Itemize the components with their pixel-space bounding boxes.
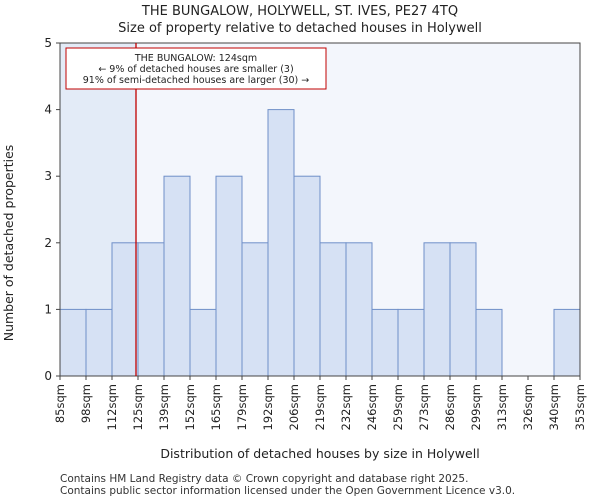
bar (163, 175, 191, 377)
x-tick-label: 125sqm (131, 384, 145, 430)
footer-copyright: Contains HM Land Registry data © Crown c… (60, 473, 469, 485)
annotation-box (65, 47, 327, 90)
x-tick-label: 246sqm (365, 384, 379, 430)
x-tick-label: 206sqm (287, 384, 301, 430)
x-tick-label: 192sqm (261, 384, 275, 430)
x-tick-label: 232sqm (339, 384, 353, 430)
bar (137, 242, 165, 377)
bar (423, 242, 451, 377)
annotation-title: THE BUNGALOW: 124sqm (134, 53, 257, 64)
y-tick-label: 3 (44, 169, 52, 183)
y-tick-label: 1 (44, 302, 52, 316)
bar (59, 308, 87, 377)
bar (319, 242, 347, 377)
bar (111, 242, 139, 377)
x-axis-label: Distribution of detached houses by size … (160, 446, 479, 461)
x-tick-label: 219sqm (313, 384, 327, 430)
chart-title: THE BUNGALOW, HOLYWELL, ST. IVES, PE27 4… (141, 4, 459, 19)
bar (267, 109, 295, 377)
footer-licence: Contains public sector information licen… (60, 485, 516, 497)
x-tick-label: 85sqm (53, 384, 67, 423)
bar (449, 242, 477, 377)
bar (475, 308, 503, 377)
x-tick-label: 98sqm (79, 384, 93, 423)
x-tick-label: 353sqm (573, 384, 587, 430)
x-tick-label: 326sqm (521, 384, 535, 430)
bar (293, 175, 321, 377)
bar (553, 308, 581, 377)
x-tick-label: 273sqm (417, 384, 431, 430)
x-tick-label: 340sqm (547, 384, 561, 430)
bar (241, 242, 269, 377)
x-tick-label: 179sqm (235, 384, 249, 430)
bar (397, 308, 425, 377)
bar (345, 242, 373, 377)
x-tick-label: 139sqm (157, 384, 171, 430)
x-tick-label: 286sqm (443, 384, 457, 430)
y-tick-label: 0 (44, 369, 52, 383)
y-tick-label: 4 (44, 103, 52, 117)
y-axis-label: Number of detached properties (1, 145, 16, 342)
x-tick-label: 299sqm (469, 384, 483, 430)
chart-subtitle: Size of property relative to detached ho… (118, 21, 482, 36)
bar (85, 308, 113, 377)
bar (215, 175, 243, 377)
y-tick-label: 2 (44, 236, 52, 250)
x-tick-label: 259sqm (391, 384, 405, 430)
bar (371, 308, 399, 377)
x-tick-label: 313sqm (495, 384, 509, 430)
x-tick-label: 112sqm (105, 384, 119, 430)
annotation-larger: 91% of semi-detached houses are larger (… (83, 75, 310, 86)
bar (189, 308, 217, 377)
x-tick-label: 165sqm (209, 384, 223, 430)
annotation-smaller: ← 9% of detached houses are smaller (3) (98, 64, 293, 75)
x-tick-label: 152sqm (183, 384, 197, 430)
y-tick-label: 5 (44, 36, 52, 50)
